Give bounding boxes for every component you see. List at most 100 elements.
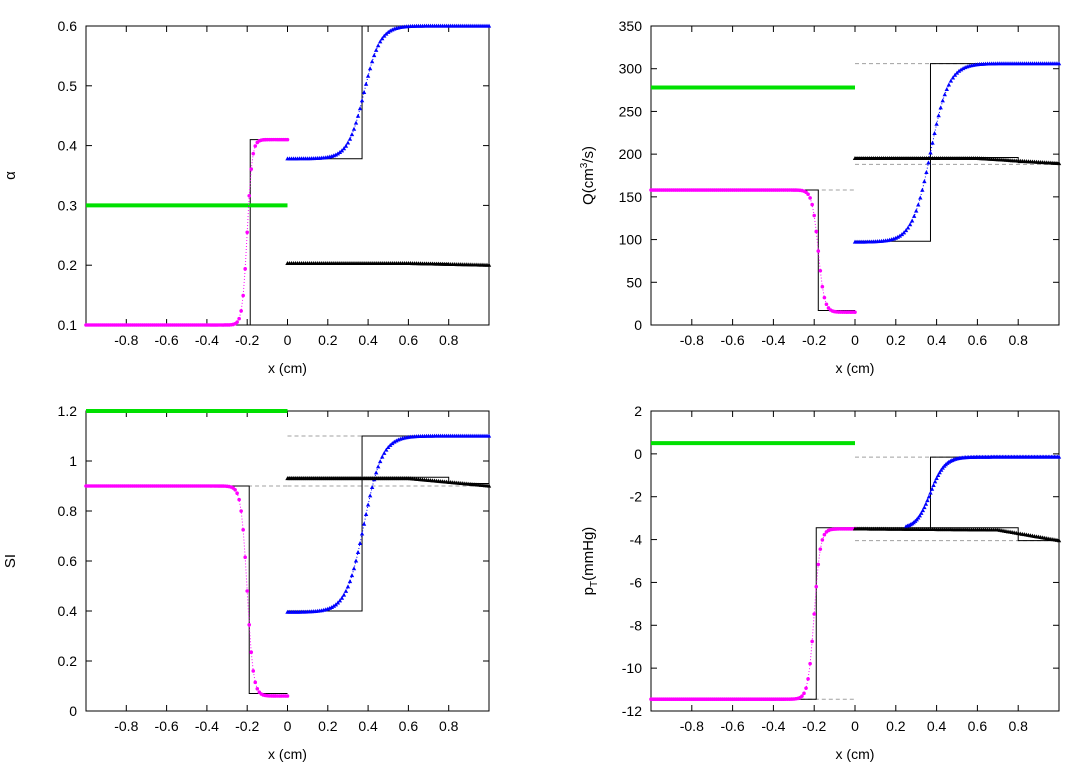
data-point (812, 612, 816, 616)
series-branch-blue (903, 454, 1062, 529)
data-point (820, 284, 825, 289)
data-point (235, 320, 239, 324)
y-tick-label: 200 (619, 146, 643, 162)
y-tick-label: 0 (69, 703, 77, 719)
data-point (239, 309, 243, 313)
y-tick-label: 100 (619, 232, 643, 248)
series-line (287, 435, 490, 613)
data-point (357, 106, 363, 111)
data-point (930, 140, 935, 145)
series-branch-blue (852, 61, 1062, 244)
y-tick-label: 0 (634, 317, 642, 333)
data-point (934, 121, 939, 126)
exact-left (651, 189, 855, 311)
data-point (918, 195, 923, 200)
y-axis-label: SI (2, 554, 19, 568)
plot-frame (650, 25, 1060, 326)
data-point (253, 144, 258, 148)
exact-left (86, 139, 288, 326)
data-point (349, 132, 355, 137)
data-point (247, 622, 252, 627)
data-point (932, 130, 937, 135)
x-tick-label: 0.8 (1008, 718, 1028, 734)
data-point (920, 508, 926, 513)
series-branch-blue (285, 23, 492, 161)
data-point (486, 433, 492, 438)
y-tick-label: -8 (630, 617, 643, 633)
data-point (936, 113, 941, 118)
data-point (808, 196, 812, 200)
data-point (935, 472, 941, 477)
data-point (905, 225, 911, 230)
exact-right-top (287, 435, 489, 612)
y-tick-label: 250 (619, 103, 643, 119)
data-point (343, 588, 349, 593)
data-point (818, 547, 823, 551)
data-point (814, 229, 819, 234)
data-point (237, 497, 241, 502)
series-branch-black (852, 156, 1062, 166)
data-point (369, 484, 375, 489)
y-tick-label: 0.4 (58, 603, 78, 619)
data-point (800, 694, 804, 698)
series-branch-black (852, 526, 1062, 543)
x-tick-label: 0.4 (358, 718, 378, 734)
data-point (916, 202, 921, 207)
data-point (363, 81, 369, 86)
x-tick-label: 0.8 (439, 718, 459, 734)
data-point (367, 493, 373, 498)
data-point (251, 151, 256, 156)
data-point (924, 169, 929, 174)
data-point (934, 476, 939, 481)
data-point (386, 445, 391, 450)
data-point (940, 98, 945, 103)
data-point (355, 550, 361, 555)
y-tick-label: 1 (69, 453, 77, 469)
chart-alpha: 0.1 0.2 0.3 0.4 0.5 0.6 -0.8 -0.6 -0.4 -0.2 0 0.2 0.… (2, 18, 492, 376)
data-point (371, 53, 377, 58)
x-tick-label: -0.2 (235, 332, 259, 348)
x-tick-label: 0.2 (886, 332, 906, 348)
series-branch-blue (285, 433, 492, 614)
data-point (822, 532, 827, 537)
x-tick-label: -0.2 (235, 718, 259, 734)
data-point (355, 113, 361, 118)
data-point (907, 222, 913, 227)
series-branch-magenta (84, 137, 290, 327)
data-point (384, 447, 389, 452)
series-branch-magenta (649, 188, 857, 314)
y-tick-label: 0.5 (58, 78, 78, 94)
data-point (247, 193, 252, 198)
data-point (351, 126, 357, 131)
data-point (333, 152, 339, 157)
exact-right-top (287, 25, 489, 160)
data-point (808, 661, 812, 666)
data-point (353, 120, 359, 125)
x-tick-label: -0.4 (195, 718, 219, 734)
y-tick-label: -6 (630, 574, 643, 590)
x-tick-label: -0.2 (802, 718, 826, 734)
data-point (903, 228, 909, 233)
data-point (347, 136, 353, 141)
data-point (1056, 161, 1062, 166)
data-point (929, 486, 935, 491)
data-point (938, 467, 944, 472)
x-tick-label: 0.6 (399, 332, 419, 348)
data-point (950, 75, 956, 80)
exact-left (86, 485, 288, 694)
data-point (824, 302, 829, 307)
y-tick-label: 150 (619, 189, 643, 205)
data-point (486, 483, 492, 488)
y-tick-label: 0.4 (58, 138, 78, 154)
data-point (920, 187, 925, 192)
x-tick-label: -0.6 (721, 718, 745, 734)
data-point (486, 23, 492, 28)
y-tick-label: 300 (619, 61, 643, 77)
data-point (363, 511, 369, 516)
y-axis-label: α (2, 171, 19, 180)
data-point (931, 482, 936, 487)
x-tick-label: -0.6 (721, 332, 745, 348)
x-tick-label: 0.6 (968, 718, 988, 734)
data-point (937, 470, 942, 475)
data-point (341, 592, 347, 597)
